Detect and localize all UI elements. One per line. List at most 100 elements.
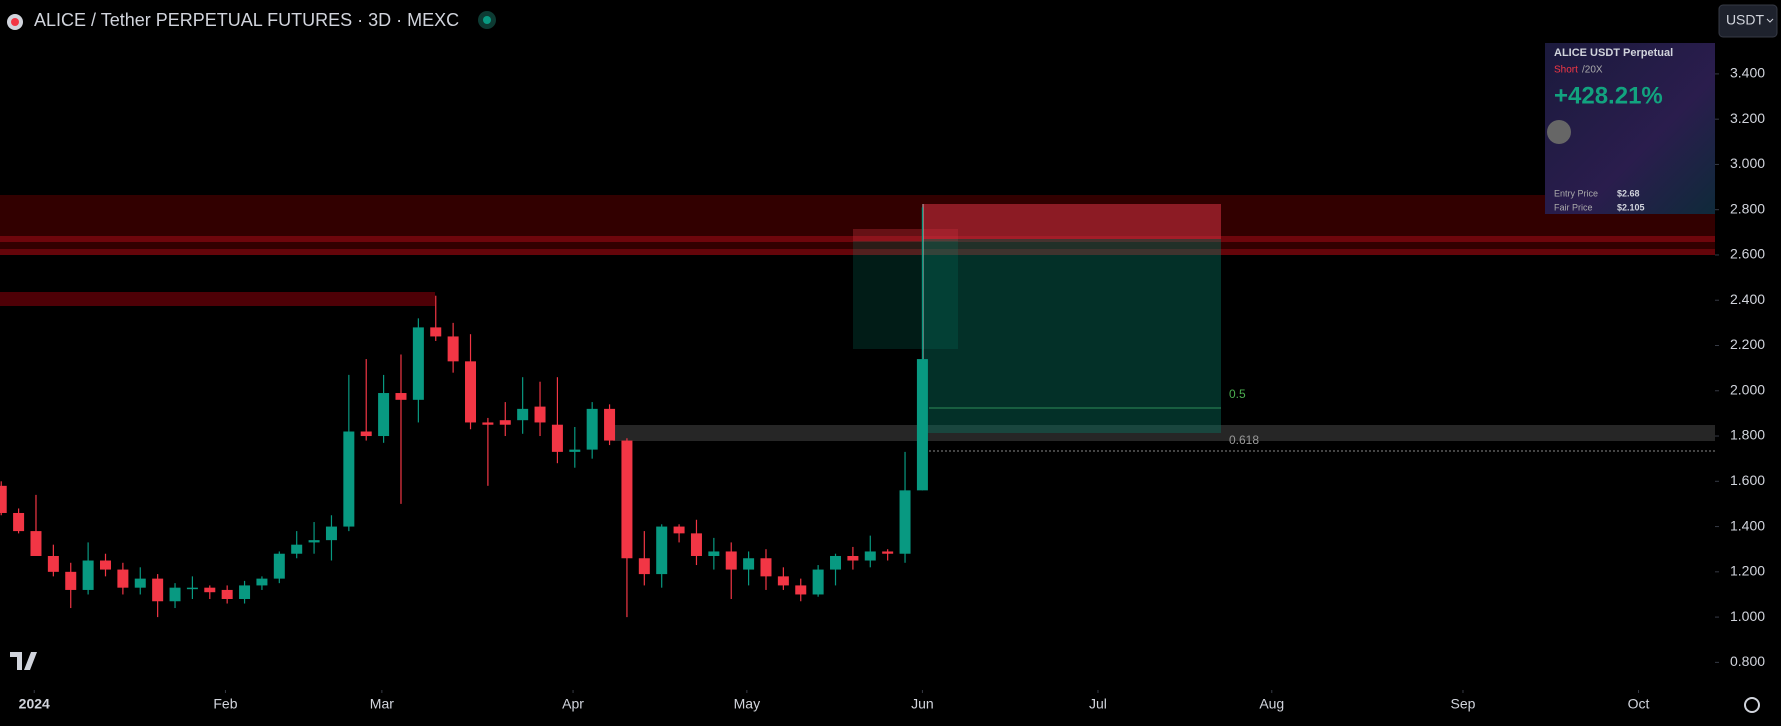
x-tick-label: Sep (1451, 696, 1476, 712)
y-tick-label: 1.800 (1730, 427, 1765, 443)
status-dot (483, 16, 491, 24)
candle-body (812, 569, 824, 595)
candle-body (447, 336, 459, 362)
resistance-zone (0, 292, 435, 306)
candle-body (430, 327, 442, 337)
x-tick-label: Aug (1259, 696, 1284, 712)
position-target (853, 241, 958, 349)
logo (10, 652, 37, 670)
chart-title: ALICE / Tether PERPETUAL FUTURES · 3D · … (34, 10, 459, 30)
y-tick-label: 2.600 (1730, 246, 1765, 262)
y-tick-label: 2.800 (1730, 200, 1765, 216)
candle-body (134, 578, 146, 588)
currency-button-label[interactable]: USDT (1726, 12, 1765, 28)
candle-body (899, 490, 911, 554)
candle-body (308, 540, 320, 543)
y-tick-label: 2.400 (1730, 291, 1765, 307)
card-side: Short (1554, 65, 1578, 76)
position-stop (923, 204, 1221, 239)
candle-body (777, 576, 789, 586)
candle-body (743, 558, 755, 570)
candle-body (864, 551, 876, 561)
candle-body (204, 587, 216, 593)
candles (0, 207, 928, 618)
support-zone (613, 425, 1715, 441)
candle-body (47, 555, 59, 572)
fib-label: 0.5 (1229, 387, 1246, 401)
candle-body (847, 555, 859, 561)
x-tick-label: 2024 (19, 696, 50, 712)
candle-body (169, 587, 181, 602)
candle-body (760, 558, 772, 577)
candle-body (795, 585, 807, 595)
candle-body (621, 440, 633, 559)
candle-body (708, 551, 720, 556)
candle-body (569, 449, 581, 452)
candle-body (656, 526, 668, 575)
candle-body (499, 420, 511, 425)
candle-body (360, 431, 372, 437)
candle-body (830, 555, 842, 570)
y-tick-label: 2.000 (1730, 381, 1765, 397)
candle-body (534, 406, 546, 423)
x-tick-label: Feb (213, 696, 237, 712)
y-tick-label: 1.000 (1730, 608, 1765, 624)
symbol-icon (11, 18, 19, 26)
y-tick-label: 2.200 (1730, 336, 1765, 352)
card-back-button[interactable] (1547, 120, 1571, 144)
currency-button[interactable] (1718, 4, 1778, 38)
y-tick-label: 1.400 (1730, 517, 1765, 533)
pnl-card (1545, 43, 1715, 214)
dropdown-arrow (1766, 18, 1774, 23)
candle-body (482, 422, 494, 425)
candle-body (291, 544, 303, 554)
candle-body (604, 408, 616, 441)
card-fair-value: $2.105 (1617, 202, 1645, 212)
card-title: ALICE USDT Perpetual (1554, 47, 1673, 59)
candle-body (239, 585, 251, 599)
candle-body (65, 571, 77, 590)
candle-body (916, 359, 928, 491)
candle-body (551, 424, 563, 452)
candle-body (412, 327, 424, 400)
x-tick-label: Jun (911, 696, 934, 712)
resistance-line (0, 236, 1715, 242)
y-tick-label: 0.800 (1730, 653, 1765, 669)
candle-body (586, 408, 598, 450)
candle-body (100, 560, 112, 570)
candle-body (673, 526, 685, 534)
candle-body (0, 485, 7, 513)
candle-body (690, 533, 702, 556)
candle-body (378, 393, 390, 437)
candle-body (273, 553, 285, 579)
candle-body (152, 578, 164, 602)
candle-body (256, 578, 268, 586)
candle-body (221, 589, 233, 599)
fib-label: 0.618 (1229, 433, 1259, 447)
candle-body (13, 512, 25, 532)
y-tick-label: 3.400 (1730, 65, 1765, 81)
candle-body (882, 551, 894, 554)
card-leverage: /20X (1582, 65, 1603, 76)
candle-body (395, 393, 407, 400)
card-entry-value: $2.68 (1617, 188, 1640, 198)
candle-body (465, 361, 477, 423)
candle-body (343, 431, 355, 527)
candle-body (30, 531, 42, 556)
x-tick-label: May (734, 696, 760, 712)
candle-body (725, 551, 737, 570)
card-pnl: +428.21% (1554, 82, 1663, 109)
x-tick-label: Jul (1089, 696, 1107, 712)
candle-body (517, 408, 529, 421)
candle-body (325, 526, 337, 541)
settings-icon[interactable] (1744, 697, 1760, 713)
x-tick-label: Mar (370, 696, 394, 712)
resistance-line (0, 249, 1715, 255)
resistance-zone (0, 195, 1715, 255)
candle-body (186, 587, 198, 590)
candle-body (638, 558, 650, 575)
candle-body (82, 560, 94, 590)
